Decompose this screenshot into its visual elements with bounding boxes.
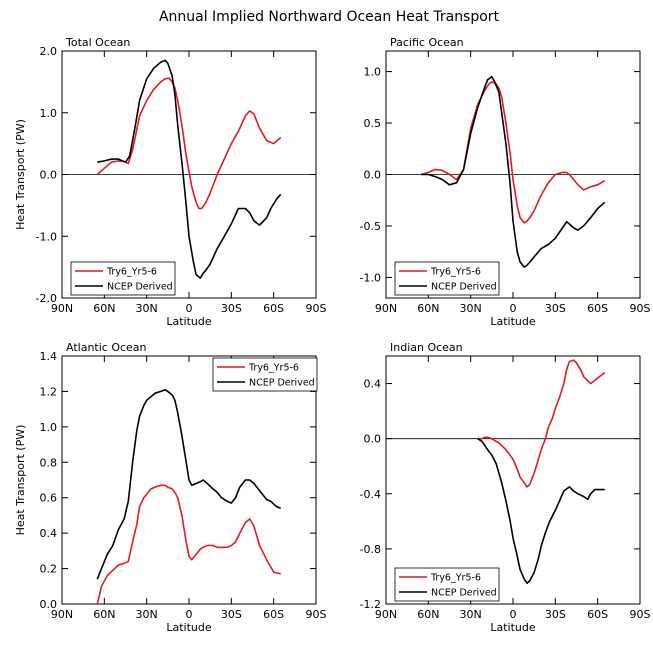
atlantic-ocean-x-tick-label: 90N [51,608,73,621]
atlantic-ocean-model-series-line [96,484,281,604]
total-ocean-legend-box [70,261,176,296]
pacific-ocean-panel: 90N 60N 30N 0 30S 60S 90S -1.0 -0.5 0.0 0.5 1.0 Paci… [360,36,651,328]
atlantic-ocean-y-tick-label: 1.2 [40,385,58,398]
atlantic-ocean-y-tick-label: 1.4 [40,350,58,363]
indian-ocean-legend-label: Try6_Yr5-6 [430,573,481,584]
atlantic-ocean-legend-label: Try6_Yr5-6 [248,363,299,374]
pacific-ocean-legend: Try6_Yr5-6 NCEP Derived [394,261,500,296]
atlantic-ocean-y-tick-label: 0.2 [40,563,58,576]
pacific-ocean-y-tick-label: -1.0 [360,271,381,284]
total-ocean-x-axis-label: Latitude [166,315,212,328]
indian-ocean-x-tick-label: 90S [630,608,651,621]
atlantic-ocean-y-tick-label: 0.4 [40,527,58,540]
atlantic-ocean-legend: Try6_Yr5-6 NCEP Derived [212,357,318,392]
atlantic-ocean-x-tick-label: 90S [306,608,327,621]
total-ocean-x-tick-label: 60S [263,302,284,315]
total-ocean-y-tick-label: 1.0 [40,107,58,120]
total-ocean-model-series-line [96,77,282,210]
atlantic-ocean-y-tick-label: 0.0 [40,598,58,611]
atlantic-ocean-x-tick-label: 60S [263,608,284,621]
atlantic-ocean-y-tick-label: 1.0 [40,421,58,434]
pacific-ocean-x-tick-label: 0 [510,302,517,315]
total-ocean-x-tick-label: 30S [221,302,242,315]
indian-ocean-legend: Try6_Yr5-6 NCEP Derived [394,567,500,602]
total-ocean-title: Total Ocean [65,36,130,49]
figure-title: Annual Implied Northward Ocean Heat Tran… [159,9,500,25]
pacific-ocean-y-tick-label: 0.5 [364,117,382,130]
total-ocean-legend: Try6_Yr5-6 NCEP Derived [70,261,176,296]
atlantic-ocean-x-tick-label: 30N [136,608,158,621]
total-ocean-panel: 90N 60N 30N 0 30S 60S 90S -2.0 -1.0 0.0 1.0 2.0 Tota… [14,36,327,328]
atlantic-ocean-y-tick-label: 0.8 [40,456,58,469]
total-ocean-legend-label: NCEP Derived [107,282,173,293]
total-ocean-y-tick-label: 2.0 [40,45,58,58]
total-ocean-y-tick-label: -1.0 [36,230,57,243]
pacific-ocean-y-tick-label: -0.5 [360,220,381,233]
pacific-ocean-legend-box [394,261,500,296]
atlantic-ocean-legend-label: NCEP Derived [249,378,315,389]
indian-ocean-x-tick-label: 30N [460,608,482,621]
total-ocean-x-tick-label: 90S [306,302,327,315]
indian-ocean-y-tick-label: 0.0 [364,433,382,446]
indian-ocean-x-tick-label: 0 [510,608,517,621]
total-ocean-y-tick-label: 0.0 [40,169,58,182]
atlantic-ocean-y-axis-label: Heat Transport (PW) [14,425,27,536]
total-ocean-x-tick-label: 60N [93,302,115,315]
pacific-ocean-legend-label: NCEP Derived [431,282,497,293]
pacific-ocean-x-tick-label: 60N [417,302,439,315]
total-ocean-x-tick-label: 90N [51,302,73,315]
pacific-ocean-model-series-line [421,81,606,224]
pacific-ocean-y-tick-label: 1.0 [364,66,382,79]
pacific-ocean-x-axis-label: Latitude [490,315,536,328]
pacific-ocean-x-tick-label: 60S [587,302,608,315]
atlantic-ocean-x-tick-label: 0 [186,608,193,621]
indian-ocean-plot-frame [385,355,641,605]
indian-ocean-ncep-series-line [477,438,605,585]
pacific-ocean-legend-label: Try6_Yr5-6 [430,267,481,278]
total-ocean-x-tick-label: 0 [186,302,193,315]
total-ocean-y-axis-label: Heat Transport (PW) [14,119,27,230]
indian-ocean-legend-box [394,567,500,602]
atlantic-ocean-ncep-series-line [96,388,282,580]
indian-ocean-model-series-line [477,359,606,488]
atlantic-ocean-x-axis-label: Latitude [166,621,212,634]
atlantic-ocean-y-tick-label: 0.6 [40,492,58,505]
indian-ocean-x-tick-label: 30S [545,608,566,621]
pacific-ocean-ncep-series-line [421,75,606,268]
pacific-ocean-x-tick-label: 30N [460,302,482,315]
indian-ocean-x-axis-label: Latitude [490,621,536,634]
total-ocean-ncep-series-line [97,59,282,280]
indian-ocean-panel: 90N 60N 30N 0 30S 60S 90S -1.2 -0.8 -0.4 0.0 0.4 Ind… [360,341,651,634]
indian-ocean-x-tick-label: 60S [587,608,608,621]
pacific-ocean-title: Pacific Ocean [390,36,464,49]
pacific-ocean-x-tick-label: 90N [375,302,397,315]
indian-ocean-x-tick-label: 60N [417,608,439,621]
pacific-ocean-y-tick-label: 0.0 [364,169,382,182]
indian-ocean-y-tick-label: -0.4 [360,488,381,501]
indian-ocean-y-tick-label: -0.8 [360,543,381,556]
atlantic-ocean-x-tick-label: 60N [93,608,115,621]
indian-ocean-y-tick-label: -1.2 [360,598,381,611]
atlantic-ocean-panel: 90N 60N 30N 0 30S 60S 90S 0.0 0.2 0.4 0.6 0.8 1.0 1.2… [14,341,327,634]
total-ocean-x-tick-label: 30N [136,302,158,315]
atlantic-ocean-legend-box [212,357,318,392]
total-ocean-y-tick-label: -2.0 [36,292,57,305]
indian-ocean-y-tick-label: 0.4 [364,378,382,391]
pacific-ocean-x-tick-label: 90S [630,302,651,315]
atlantic-ocean-title: Atlantic Ocean [66,341,147,354]
indian-ocean-title: Indian Ocean [390,341,463,354]
pacific-ocean-x-tick-label: 30S [545,302,566,315]
indian-ocean-legend-label: NCEP Derived [431,588,497,599]
indian-ocean-x-tick-label: 90N [375,608,397,621]
total-ocean-legend-label: Try6_Yr5-6 [106,267,157,278]
atlantic-ocean-x-tick-label: 30S [221,608,242,621]
